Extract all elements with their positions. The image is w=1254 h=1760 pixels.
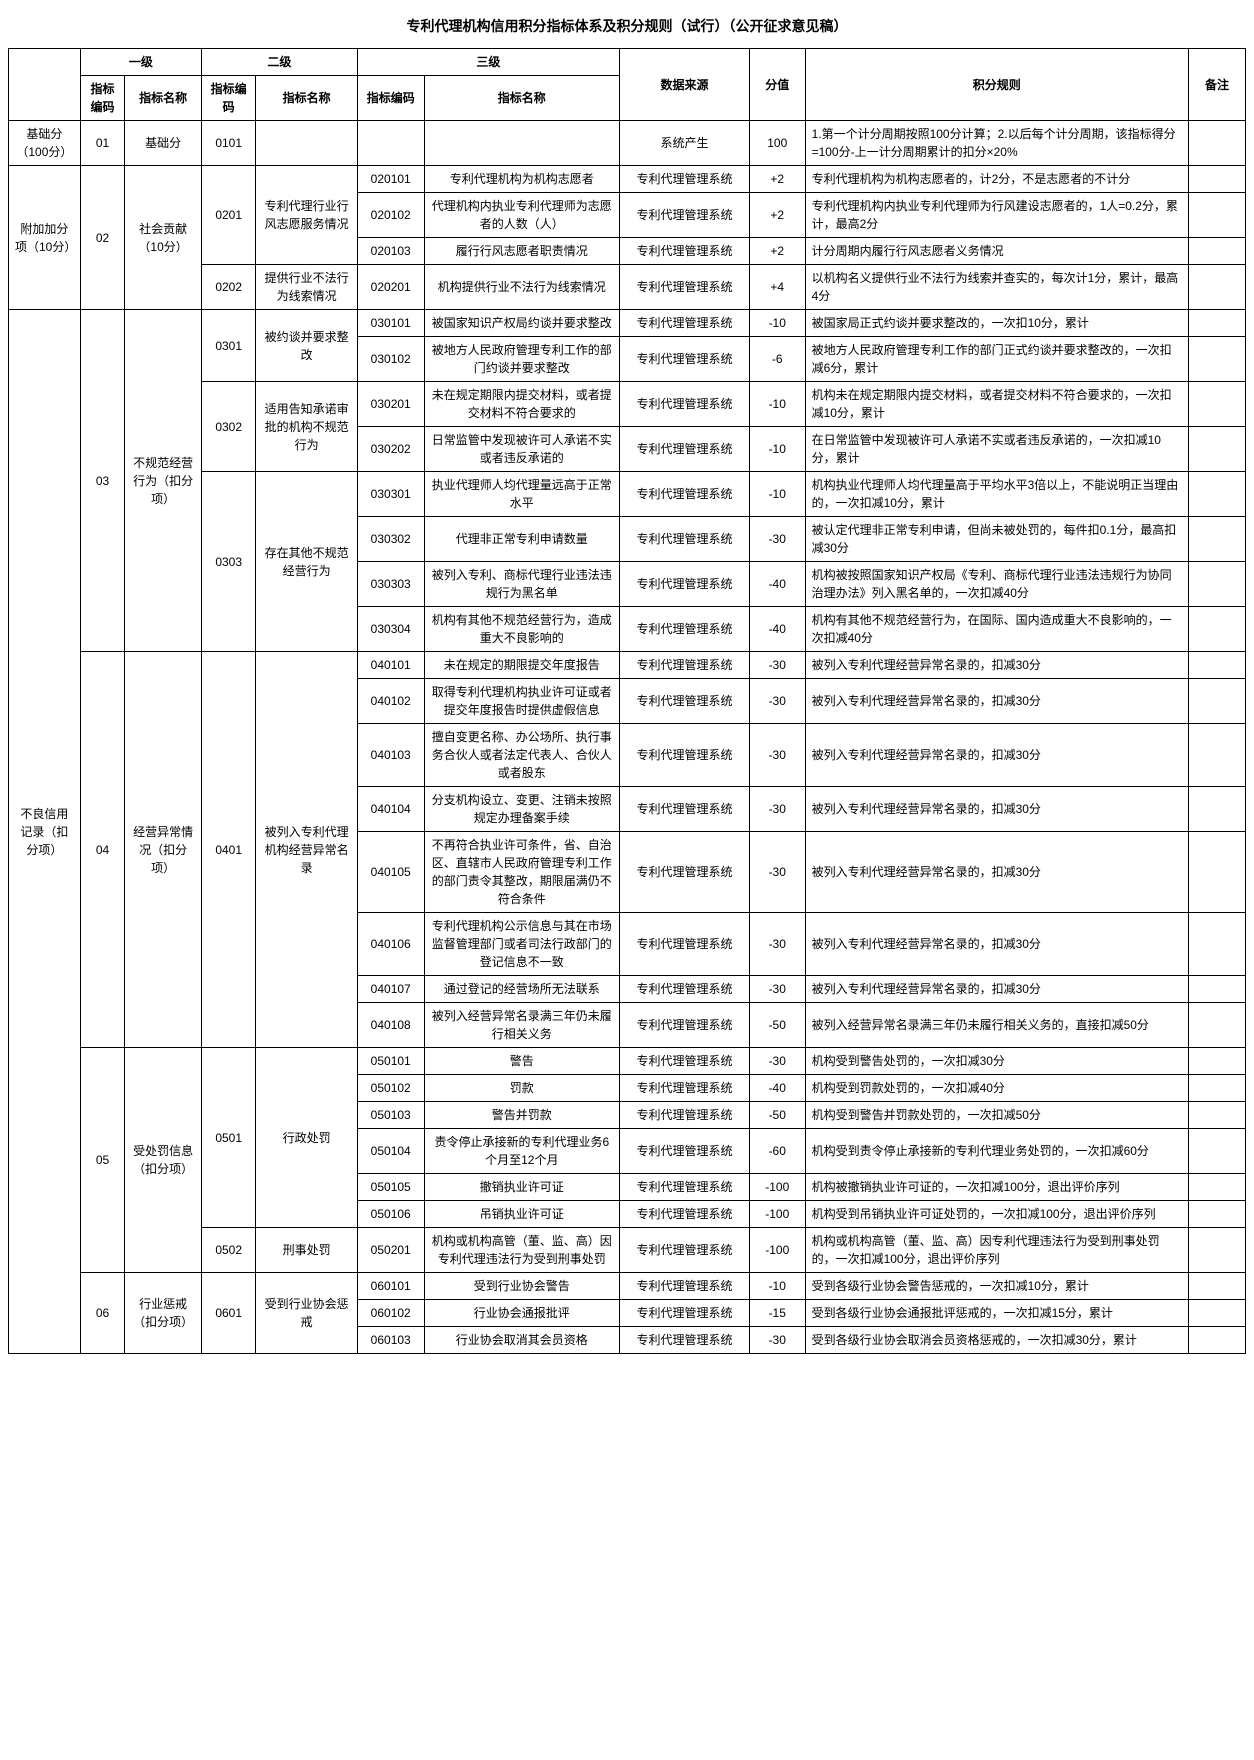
indicator-table: 一级 二级 三级 数据来源 分值 积分规则 备注 指标编码 指标名称 指标编码 … bbox=[8, 48, 1246, 1354]
header-row-1: 一级 二级 三级 数据来源 分值 积分规则 备注 bbox=[9, 49, 1246, 76]
table-row: 不良信用记录（扣分项） 03 不规范经营行为（扣分项） 0301 被约谈并要求整… bbox=[9, 310, 1246, 337]
header-l2-code: 指标编码 bbox=[201, 76, 255, 121]
header-l3-name: 指标名称 bbox=[424, 76, 619, 121]
page-title: 专利代理机构信用积分指标体系及积分规则（试行）（公开征求意见稿） bbox=[8, 8, 1246, 48]
header-l3: 三级 bbox=[357, 49, 619, 76]
table-row: 05 受处罚信息（扣分项） 0501 行政处罚 050101 警告 专利代理管理… bbox=[9, 1048, 1246, 1075]
category-cell: 不良信用记录（扣分项） bbox=[9, 310, 81, 1354]
header-l1-name: 指标名称 bbox=[125, 76, 202, 121]
header-l3-code: 指标编码 bbox=[357, 76, 424, 121]
table-row: 基础分（100分） 01 基础分 0101 系统产生 100 1.第一个计分周期… bbox=[9, 121, 1246, 166]
header-remark: 备注 bbox=[1189, 49, 1246, 121]
header-l2: 二级 bbox=[201, 49, 357, 76]
header-score: 分值 bbox=[749, 49, 805, 121]
table-row: 04 经营异常情况（扣分项） 0401 被列入专利代理机构经营异常名录 0401… bbox=[9, 652, 1246, 679]
table-row: 06 行业惩戒（扣分项） 0601 受到行业协会惩戒 060101 受到行业协会… bbox=[9, 1273, 1246, 1300]
header-l1: 一级 bbox=[80, 49, 201, 76]
header-rule: 积分规则 bbox=[805, 49, 1188, 121]
table-row: 附加加分项（10分） 02 社会贡献（10分） 0201 专利代理行业行风志愿服… bbox=[9, 166, 1246, 193]
category-cell: 基础分（100分） bbox=[9, 121, 81, 166]
header-l1-code: 指标编码 bbox=[80, 76, 125, 121]
header-source: 数据来源 bbox=[620, 49, 750, 121]
header-l2-name: 指标名称 bbox=[256, 76, 357, 121]
category-cell: 附加加分项（10分） bbox=[9, 166, 81, 310]
